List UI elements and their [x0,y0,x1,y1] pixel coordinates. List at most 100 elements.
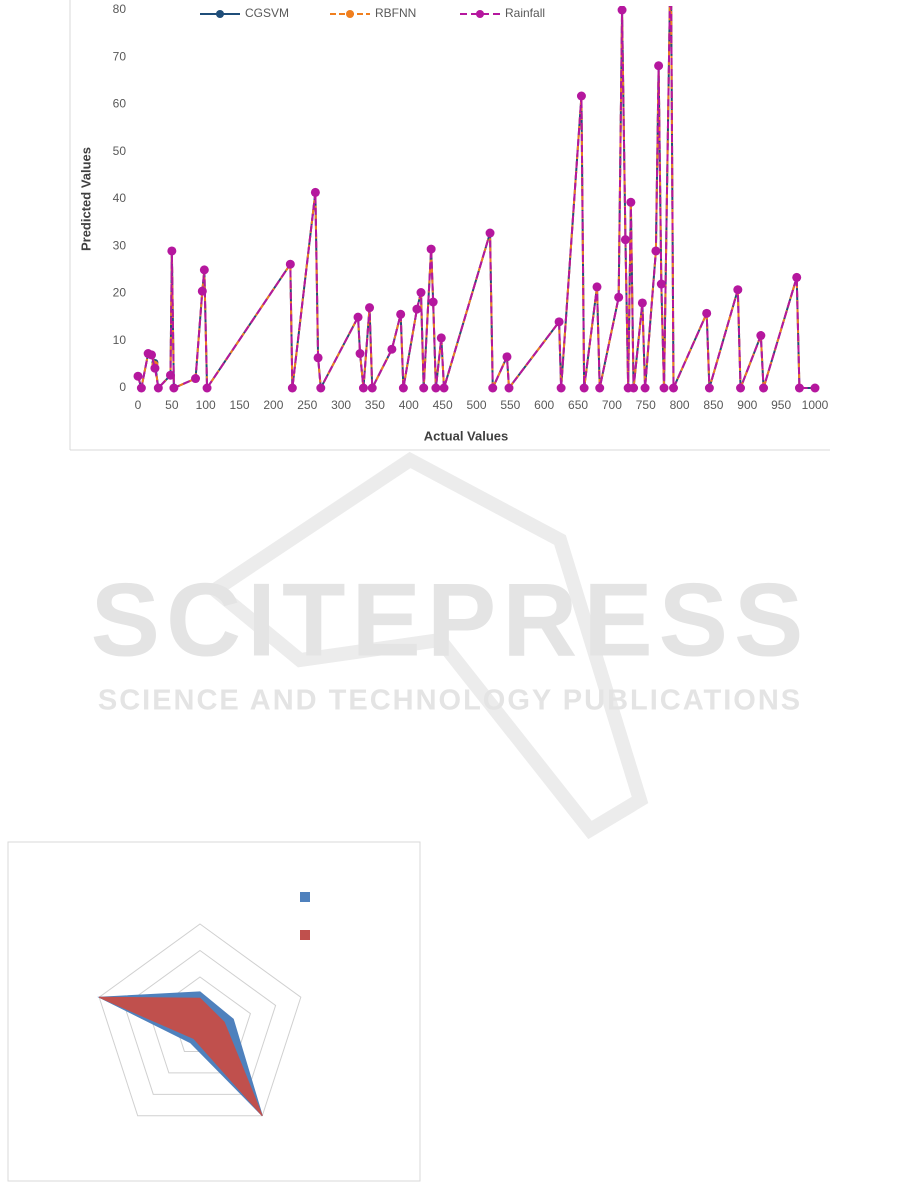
legend-label: Rainfall [505,6,545,20]
x-tick-label: 200 [263,398,283,412]
legend-label: RBFNN [375,6,416,20]
series-line [137,6,815,392]
x-tick-label: 900 [737,398,757,412]
x-tick-label: 450 [433,398,453,412]
series-line [137,6,815,392]
point [733,285,743,295]
point [313,353,323,363]
point [396,309,406,319]
point [133,371,143,381]
x-tick-label: 350 [365,398,385,412]
point [202,383,212,393]
point [617,6,627,15]
point [614,292,624,302]
point [316,383,326,393]
x-tick-label: 600 [534,398,554,412]
x-tick-label: 150 [230,398,250,412]
point [654,61,664,71]
point [629,383,639,393]
point [147,350,157,360]
point [439,383,449,393]
point [756,331,766,341]
point [592,282,602,292]
point [419,383,429,393]
point [556,383,566,393]
point [169,383,179,393]
y-tick-label: 20 [113,286,127,300]
plot-area [133,6,820,393]
point [656,279,666,289]
point [637,298,647,308]
point [436,333,446,343]
point [285,259,295,269]
x-axis-title: Actual Values [424,428,509,443]
point [810,383,820,393]
x-tick-label: 500 [466,398,486,412]
x-tick-label: 700 [602,398,622,412]
point [794,383,804,393]
point [355,349,365,359]
y-tick-label: 60 [113,97,127,111]
radar-area [98,996,263,1117]
point [367,383,377,393]
x-tick-label: 100 [196,398,216,412]
point [199,265,209,275]
point [191,374,201,384]
y-tick-label: 40 [113,191,127,205]
y-axis-title: Predicted Values [78,147,93,251]
point [759,383,769,393]
point [167,246,177,256]
point [576,91,586,101]
point [431,383,441,393]
point [579,383,589,393]
y-tick-label: 10 [113,333,127,347]
point [554,317,564,327]
point [659,383,669,393]
y-tick-label: 30 [113,238,127,252]
point [353,312,363,322]
point [197,286,207,296]
x-tick-label: 50 [165,398,179,412]
point [136,383,146,393]
legend-marker [346,10,354,18]
point [488,383,498,393]
point [651,246,661,256]
x-tick-label: 400 [399,398,419,412]
point [428,297,438,307]
x-tick-label: 850 [703,398,723,412]
point [704,383,714,393]
point [365,303,375,313]
x-tick-label: 1000 [802,398,829,412]
x-tick-label: 750 [636,398,656,412]
legend-marker [476,10,484,18]
legend-swatch [300,892,310,902]
point [626,197,636,207]
x-tick-label: 800 [670,398,690,412]
point [287,383,297,393]
x-tick-label: 300 [331,398,351,412]
point [426,244,436,254]
watermark-subtitle: SCIENCE AND TECHNOLOGY PUBLICATIONS [98,685,802,717]
point [150,363,160,373]
series-line [137,6,815,392]
point [792,272,802,282]
y-tick-label: 50 [113,144,127,158]
legend-label: CGSVM [245,6,289,20]
watermark: SCITEPRESS SCIENCE AND TECHNOLOGY PUBLIC… [91,451,810,840]
y-tick-label: 80 [113,2,127,16]
point [165,370,175,380]
point [595,383,605,393]
watermark-title: SCITEPRESS [91,562,810,678]
point [702,308,712,318]
point [358,383,368,393]
point [387,344,397,354]
point [640,383,650,393]
point [153,383,163,393]
legend-swatch [300,930,310,940]
x-tick-label: 550 [500,398,520,412]
point [412,304,422,314]
y-tick-label: 70 [113,49,127,63]
grid-ring [98,923,302,1117]
